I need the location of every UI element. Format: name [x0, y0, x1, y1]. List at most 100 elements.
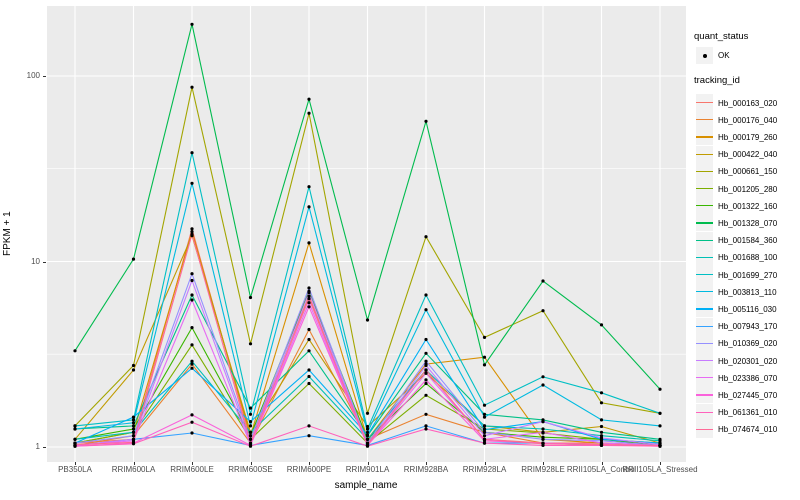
data-point: [307, 381, 311, 386]
data-point: [424, 368, 428, 372]
data-point: [248, 437, 253, 441]
legend-key: [696, 352, 713, 369]
x-tick-mark: [426, 462, 427, 465]
x-tick-mark: [484, 462, 486, 465]
x-tick-label: RRII105LA_Control: [566, 465, 637, 474]
data-point: [190, 293, 194, 297]
data-point: [190, 272, 194, 276]
x-tick-mark: [192, 462, 193, 465]
data-point: [73, 443, 77, 447]
legend-key: [696, 111, 713, 129]
data-point: [131, 368, 136, 372]
data-point: [424, 381, 428, 386]
data-point: [541, 437, 545, 441]
legend-line-swatch: [696, 411, 713, 413]
data-point: [482, 441, 487, 445]
legend-line-swatch: [696, 308, 713, 310]
data-point: [424, 363, 428, 368]
data-point: [365, 443, 370, 447]
legend-line-swatch: [696, 170, 713, 172]
legend-panel: quant_status OK tracking_id Hb_000163_02…: [692, 0, 800, 500]
data-point: [307, 185, 311, 189]
legend-label: Hb_000422_040: [718, 150, 778, 160]
x-tick-mark: [309, 462, 310, 465]
legend-label: Hb_003813_110: [718, 287, 777, 297]
legend-label: Hb_000163_020: [718, 98, 778, 108]
legend-label: Hb_000661_150: [718, 167, 778, 177]
data-point: [190, 181, 194, 185]
data-point: [599, 391, 604, 395]
data-point: [190, 227, 194, 231]
data-point: [541, 442, 545, 446]
x-tick-label: RRIM928BA: [403, 465, 449, 474]
legend-line-swatch: [696, 136, 713, 138]
data-point: [541, 420, 545, 424]
data-point: [424, 371, 428, 375]
legend-key: [696, 180, 713, 197]
data-point: [599, 424, 604, 429]
x-tick-mark: [75, 462, 76, 465]
data-point: [307, 286, 311, 290]
data-point: [307, 294, 311, 298]
legend-line-swatch: [696, 205, 713, 207]
data-point: [541, 430, 545, 434]
y-tick-label: 10: [31, 256, 40, 266]
x-tick-label: RRIM600LA: [111, 465, 156, 474]
data-point: [190, 343, 194, 347]
data-point: [248, 420, 253, 424]
x-tick-label: RRII105LA_Stressed: [622, 465, 698, 474]
legend-key: [696, 403, 713, 421]
legend-line-swatch: [696, 342, 713, 344]
data-point: [307, 111, 311, 115]
data-point: [599, 443, 604, 447]
x-tick-label: RRIM901LA: [345, 465, 390, 474]
data-point: [482, 412, 487, 416]
data-point: [365, 411, 370, 415]
data-point: [190, 232, 194, 236]
data-point: [482, 428, 487, 432]
data-point: [541, 309, 545, 313]
legend-title-tracking-id: tracking_id: [694, 75, 740, 86]
data-point: [541, 383, 545, 387]
data-point: [131, 415, 136, 419]
legend-label: Hb_001328_070: [718, 218, 778, 228]
legend-key: [696, 317, 713, 335]
legend-key: [696, 369, 713, 387]
legend-line-swatch: [696, 428, 713, 430]
data-point: [307, 205, 311, 209]
data-point: [307, 374, 311, 379]
x-axis-title: sample_name: [334, 480, 398, 491]
legend-line-swatch: [696, 239, 713, 241]
legend-key: [696, 266, 713, 283]
legend-label: Hb_010369_020: [718, 339, 778, 349]
data-point: [190, 22, 194, 26]
legend-label: Hb_001322_160: [718, 201, 778, 211]
data-point: [248, 434, 253, 438]
y-tick-mark: [43, 76, 46, 77]
legend-label-ok: OK: [718, 51, 730, 60]
legend-title-quant-status: quant_status: [694, 31, 749, 42]
data-point: [73, 437, 77, 441]
data-point: [482, 424, 487, 428]
data-point: [365, 430, 370, 434]
data-point: [424, 235, 428, 239]
legend-label: Hb_001688_100: [718, 253, 778, 263]
data-point: [658, 443, 662, 447]
data-point: [307, 349, 311, 353]
legend-label: Hb_001699_270: [718, 270, 778, 280]
data-point: [307, 291, 311, 295]
legend-key: [696, 300, 713, 318]
legend-line-swatch: [696, 222, 713, 224]
data-point: [307, 337, 311, 342]
legend-label: Hb_023386_070: [718, 373, 778, 383]
data-point: [424, 393, 428, 397]
data-point: [424, 119, 428, 123]
data-point: [307, 97, 311, 101]
data-point: [131, 424, 136, 428]
data-point: [541, 375, 545, 379]
data-point: [131, 427, 136, 431]
y-tick-label: 1: [35, 442, 40, 451]
data-point: [658, 411, 662, 415]
data-point: [482, 437, 487, 441]
data-point: [424, 308, 428, 312]
